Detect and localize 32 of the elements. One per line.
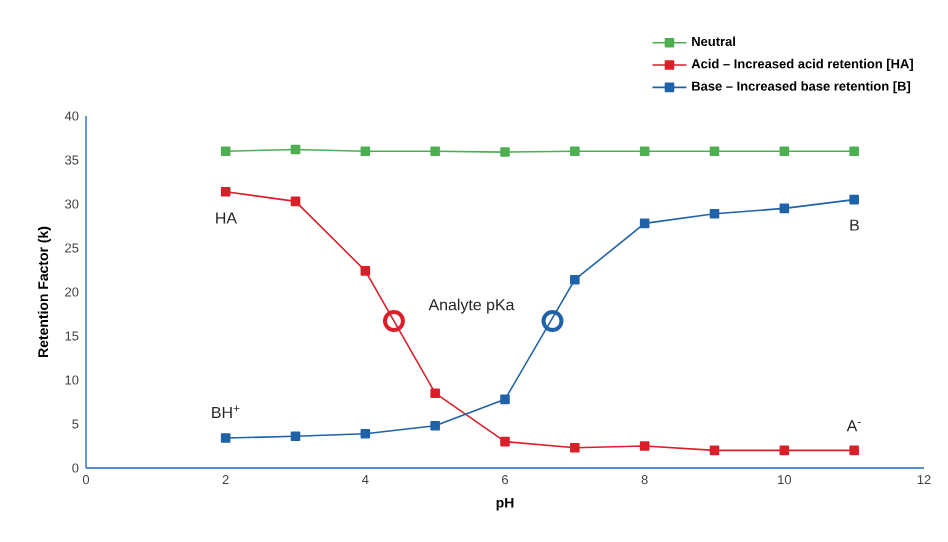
point	[709, 146, 720, 156]
point	[639, 441, 650, 451]
point	[779, 146, 790, 156]
point	[500, 147, 510, 157]
point	[570, 442, 580, 453]
point	[849, 146, 859, 156]
point	[383, 310, 405, 333]
point	[430, 420, 440, 431]
point	[290, 431, 301, 442]
point	[779, 203, 790, 214]
point	[639, 218, 650, 229]
point	[709, 445, 720, 456]
point	[290, 196, 301, 207]
point	[220, 186, 231, 197]
point	[430, 146, 440, 156]
point	[220, 433, 231, 443]
point	[360, 146, 371, 156]
point	[290, 144, 301, 155]
point	[220, 146, 231, 156]
point	[849, 194, 859, 205]
point	[430, 388, 440, 398]
point	[500, 436, 510, 447]
point	[570, 274, 580, 285]
point	[360, 428, 371, 439]
point	[570, 146, 580, 156]
point	[541, 310, 564, 333]
point	[709, 208, 720, 219]
point	[500, 394, 510, 405]
point	[639, 146, 650, 156]
point	[849, 445, 859, 456]
point	[779, 445, 790, 456]
point	[360, 266, 371, 276]
